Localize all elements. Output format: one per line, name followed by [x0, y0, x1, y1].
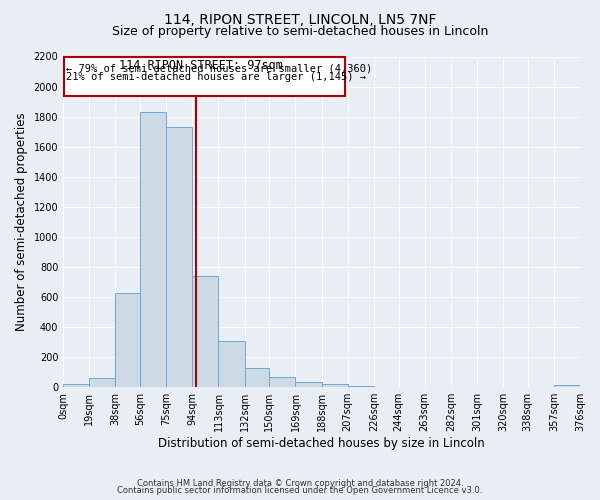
Bar: [554, 385, 580, 387]
Bar: [63, 384, 89, 387]
Text: Contains public sector information licensed under the Open Government Licence v3: Contains public sector information licen…: [118, 486, 482, 495]
Text: 21% of semi-detached houses are larger (1,145) →: 21% of semi-detached houses are larger (…: [66, 72, 366, 83]
Text: Contains HM Land Registry data © Crown copyright and database right 2024.: Contains HM Land Registry data © Crown c…: [137, 478, 463, 488]
X-axis label: Distribution of semi-detached houses by size in Lincoln: Distribution of semi-detached houses by …: [158, 437, 485, 450]
Text: 114, RIPON STREET, LINCOLN, LN5 7NF: 114, RIPON STREET, LINCOLN, LN5 7NF: [164, 12, 436, 26]
Bar: [140, 112, 166, 387]
FancyBboxPatch shape: [64, 56, 345, 96]
Bar: [166, 127, 193, 387]
Y-axis label: Number of semi-detached properties: Number of semi-detached properties: [15, 112, 28, 331]
Bar: [322, 384, 347, 387]
Bar: [89, 378, 115, 387]
Text: Size of property relative to semi-detached houses in Lincoln: Size of property relative to semi-detach…: [112, 25, 488, 38]
Bar: [295, 382, 322, 387]
Text: ← 79% of semi-detached houses are smaller (4,360): ← 79% of semi-detached houses are smalle…: [66, 64, 372, 74]
Bar: [193, 276, 218, 387]
Bar: [245, 368, 269, 387]
Bar: [347, 386, 374, 387]
Bar: [269, 378, 295, 387]
Text: 114 RIPON STREET: 97sqm: 114 RIPON STREET: 97sqm: [119, 59, 283, 72]
Bar: [218, 342, 245, 387]
Bar: [115, 292, 140, 387]
